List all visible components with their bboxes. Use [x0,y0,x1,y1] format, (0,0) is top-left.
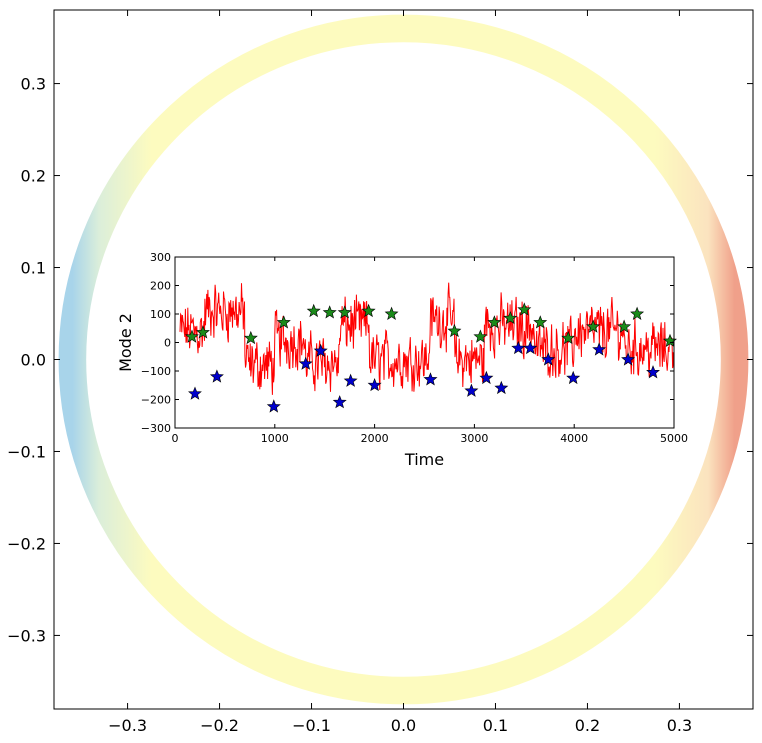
inset-y-tick-label: 200 [150,280,171,293]
blue-star-marker [523,340,538,355]
x-tick-label: 0.3 [667,716,692,735]
green-star-marker [384,306,399,320]
green-star-marker [243,330,258,345]
x-tick-label: −0.1 [292,716,331,735]
inset-y-tick-label: 300 [150,251,171,264]
blue-star-marker [511,340,526,355]
x-tick-label: −0.3 [108,716,147,735]
inset-x-tick-label: 3000 [460,432,488,445]
blue-star-marker [332,395,347,409]
blue-star-marker [621,352,636,366]
inset-x-axis-label: Time [404,450,444,469]
x-tick-label: 0.1 [483,716,508,735]
y-tick-label: 0.3 [21,75,46,94]
blue-star-marker [646,365,660,379]
main-axes: −0.3 −0.2 −0.1 0.0 0.1 0.2 0.3 −0.3 −0.2 −0.1 0.0 0… [7,9,754,735]
inset-x-tick-label: 5000 [660,432,688,445]
x-tick-label: 0.2 [575,716,600,735]
inset-chart: 0 1000 2000 3000 4000 5000 −300 −200 −100 0 100 200… [116,251,688,469]
green-star-marker [322,305,337,319]
green-star-marker [337,305,352,319]
inset-y-tick-label: 100 [150,308,171,321]
green-star-marker [306,303,321,318]
blue-star-marker [313,343,328,357]
blue-star-marker [266,399,281,413]
green-star-marker [617,319,632,333]
inset-x-tick-label: 1000 [261,432,289,445]
green-star-marker [447,323,462,338]
blue-star-marker [592,342,607,356]
green-star-marker [276,315,291,329]
green-star-marker [361,303,376,318]
y-tick-label: −0.1 [7,442,46,461]
green-star-marker [185,329,199,343]
mode2-series-line [179,282,675,395]
ring [58,14,749,705]
green-star-marker [561,330,576,345]
green-star-marker [487,315,502,329]
green-star-marker [533,315,548,329]
inset-background [175,257,674,428]
blue-star-marker [343,373,358,387]
inset-y-tick-label: −300 [141,422,171,435]
green-star-marker [503,310,518,325]
blue-star-marker [298,356,313,370]
y-tick-label: −0.2 [7,534,46,553]
blue-star-marker [566,370,581,385]
inset-x-tick-label: 4000 [560,432,588,445]
x-tick-label: −0.2 [200,716,239,735]
inset-y-axis-label: Mode 2 [116,313,135,372]
ring-band [58,14,749,705]
blue-star-marker [209,369,224,383]
green-star-marker [586,319,601,333]
x-tick-label: 0.0 [391,716,416,735]
y-tick-label: 0.2 [21,167,46,186]
blue-star-marker [494,380,509,395]
green-star-marker [517,302,532,316]
green-star-marker [196,325,210,339]
inset-y-tick-label: −200 [141,394,171,407]
y-tick-label: −0.3 [7,626,46,645]
inset-x-tick-label: 0 [172,432,179,445]
inset-y-tick-label: −100 [141,365,171,378]
blue-star-marker [541,352,556,366]
inset-x-tick-label: 2000 [361,432,389,445]
y-tick-label: 0.0 [21,351,46,370]
y-tick-label: 0.1 [21,259,46,278]
blue-star-marker [423,372,438,386]
green-star-marker [630,306,645,320]
blue-star-marker [188,386,202,400]
green-star-marker [663,333,677,347]
inset-y-tick-label: 0 [164,337,171,350]
green-star-marker [473,329,488,343]
blue-star-marker [479,370,494,385]
blue-star-marker [367,377,382,392]
blue-star-marker [464,383,479,397]
